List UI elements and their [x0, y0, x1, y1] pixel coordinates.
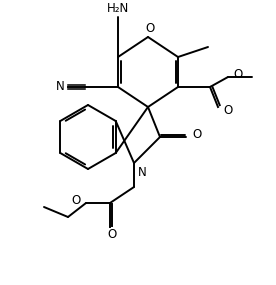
Text: O: O — [233, 68, 242, 80]
Text: O: O — [72, 194, 81, 207]
Text: O: O — [145, 23, 155, 36]
Text: O: O — [107, 229, 117, 241]
Text: O: O — [223, 105, 232, 117]
Text: N: N — [138, 166, 147, 179]
Text: O: O — [192, 129, 201, 141]
Text: H₂N: H₂N — [107, 3, 129, 15]
Text: N: N — [56, 80, 64, 93]
